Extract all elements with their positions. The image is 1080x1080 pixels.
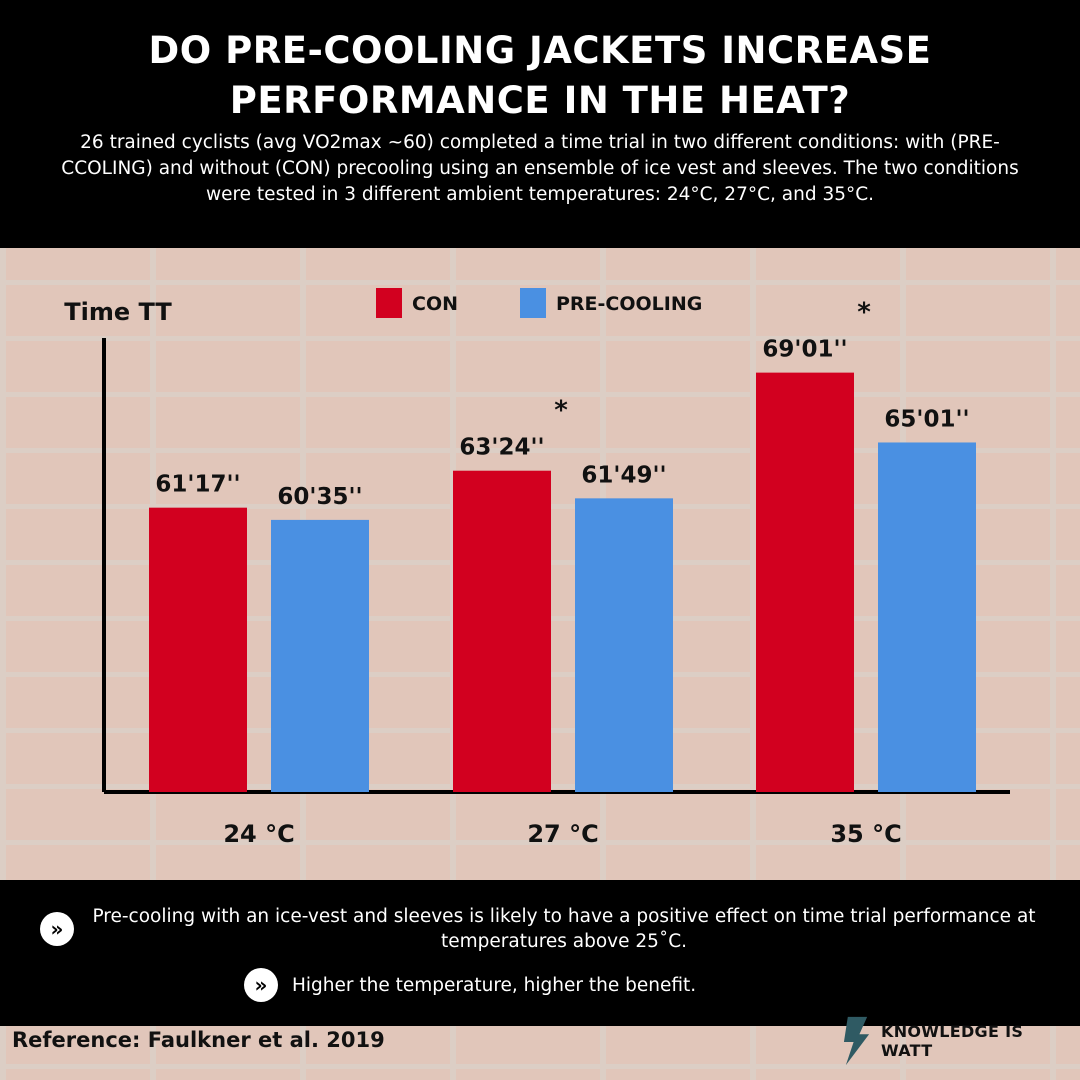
bullet-2: » Higher the temperature, higher the ben… bbox=[244, 968, 864, 1002]
bullet-1-text: Pre-cooling with an ice-vest and sleeves… bbox=[92, 906, 1036, 952]
data-label-con-3: 69'01'' bbox=[762, 337, 847, 363]
data-label-pre-cooling-2: 61'49'' bbox=[581, 462, 666, 488]
significance-marker-2: * bbox=[554, 396, 568, 426]
bar-con-1 bbox=[149, 507, 247, 792]
brand-name: KNOWLEDGE IS WATT bbox=[881, 1022, 1024, 1060]
data-label-pre-cooling-1: 60'35'' bbox=[277, 484, 362, 510]
bar-con-3 bbox=[756, 372, 854, 792]
y-axis-label: Time TT bbox=[64, 298, 172, 326]
legend-label-con: CON bbox=[412, 293, 458, 315]
category-label-2: 27 °C bbox=[527, 820, 598, 848]
bar-con-2 bbox=[453, 470, 551, 792]
chevron-double-right-icon: » bbox=[244, 968, 278, 1002]
bullet-1: » Pre-cooling with an ice-vest and sleev… bbox=[40, 904, 1040, 954]
reference: Reference: Faulkner et al. 2019 bbox=[12, 1028, 385, 1052]
data-label-con-1: 61'17'' bbox=[155, 472, 240, 498]
title-line-2: PERFORMANCE IN THE HEAT? bbox=[229, 79, 851, 122]
subtitle: 26 trained cyclists (avg VO2max ~60) com… bbox=[61, 132, 1019, 205]
category-label-3: 35 °C bbox=[830, 820, 901, 848]
legend-swatch-pre-cooling bbox=[520, 288, 546, 318]
header: DO PRE-COOLING JACKETS INCREASE PERFORMA… bbox=[0, 0, 1080, 248]
brand-logo: KNOWLEDGE IS WATT bbox=[842, 1014, 1074, 1068]
significance-marker-3: * bbox=[857, 298, 871, 328]
bar-pre-cooling-1 bbox=[271, 519, 369, 792]
bullet-2-text: Higher the temperature, higher the benef… bbox=[292, 974, 697, 996]
data-label-con-2: 63'24'' bbox=[459, 435, 544, 461]
bar-chart: Time TT CON PRE-COOLING 61'17'' 60'35'' 24 °C… bbox=[64, 288, 1010, 848]
chevron-double-right-icon: » bbox=[40, 912, 74, 946]
lightning-bolt-icon bbox=[843, 1016, 870, 1066]
legend-swatch-con bbox=[376, 288, 402, 318]
legend-label-pre-cooling: PRE-COOLING bbox=[556, 293, 702, 315]
bar-pre-cooling-2 bbox=[575, 498, 673, 792]
category-label-1: 24 °C bbox=[223, 820, 294, 848]
page-title: DO PRE-COOLING JACKETS INCREASE PERFORMA… bbox=[0, 26, 1080, 126]
footer: » Pre-cooling with an ice-vest and sleev… bbox=[0, 880, 1080, 1026]
title-line-1: DO PRE-COOLING JACKETS INCREASE bbox=[148, 29, 932, 72]
data-label-pre-cooling-3: 65'01'' bbox=[884, 406, 969, 432]
bar-pre-cooling-3 bbox=[878, 442, 976, 792]
